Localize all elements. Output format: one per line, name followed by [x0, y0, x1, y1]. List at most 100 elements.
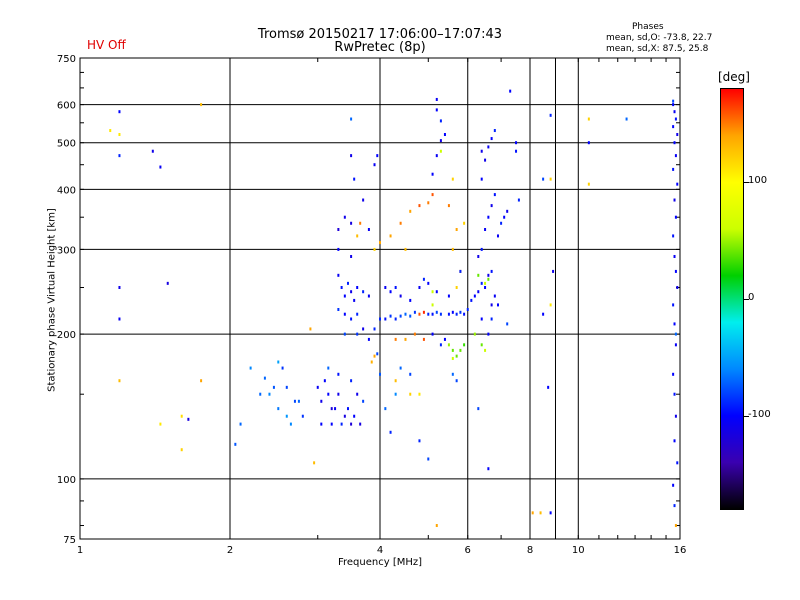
data-point	[343, 294, 346, 298]
data-point	[359, 221, 362, 225]
data-point	[542, 177, 545, 181]
x-tick-label: 2	[227, 545, 233, 556]
data-point	[427, 312, 430, 316]
data-point	[673, 141, 676, 145]
data-point	[367, 227, 370, 231]
data-point	[343, 332, 346, 336]
data-point	[422, 337, 425, 341]
data-point	[625, 117, 628, 121]
data-point	[676, 461, 679, 465]
data-point	[493, 193, 496, 197]
data-point	[285, 414, 288, 418]
data-point	[463, 221, 466, 225]
data-point	[259, 392, 262, 396]
data-point	[337, 227, 340, 231]
x-tick-label: 16	[674, 545, 687, 556]
y-tick-label: 500	[57, 139, 76, 150]
data-point	[487, 273, 490, 277]
data-point	[503, 215, 506, 219]
data-point	[515, 141, 518, 145]
data-point	[316, 385, 319, 389]
data-point	[431, 172, 434, 176]
data-point	[447, 204, 450, 208]
data-point	[439, 149, 442, 153]
data-point	[439, 312, 442, 316]
data-point	[431, 290, 434, 294]
data-point	[674, 343, 677, 347]
data-point	[477, 254, 480, 258]
data-point	[490, 317, 493, 321]
data-point	[672, 125, 675, 129]
data-point	[277, 360, 280, 364]
data-point	[672, 483, 675, 487]
data-point	[384, 407, 387, 411]
data-point	[418, 312, 421, 316]
data-point	[418, 204, 421, 208]
data-point	[487, 467, 490, 471]
data-point	[493, 129, 496, 133]
data-point	[350, 221, 353, 225]
data-point	[672, 103, 675, 107]
y-tick-label: 100	[57, 475, 76, 486]
data-point	[455, 285, 458, 289]
data-point	[477, 273, 480, 277]
data-point	[399, 221, 402, 225]
data-point	[118, 317, 121, 321]
data-point	[459, 348, 462, 352]
data-point	[477, 407, 480, 411]
data-point	[422, 277, 425, 281]
data-point	[289, 422, 292, 426]
data-point	[547, 385, 550, 389]
data-point	[297, 399, 300, 403]
data-point	[443, 133, 446, 137]
data-point	[435, 97, 438, 101]
data-point	[480, 317, 483, 321]
data-point	[672, 372, 675, 376]
data-point	[427, 201, 430, 205]
data-point	[487, 277, 490, 281]
data-point	[200, 103, 203, 107]
data-point	[493, 294, 496, 298]
data-point	[404, 312, 407, 316]
data-point	[490, 269, 493, 273]
data-point	[413, 310, 416, 314]
data-point	[673, 322, 676, 326]
data-point	[118, 110, 121, 114]
data-point	[477, 290, 480, 294]
chart-title: Tromsø 20150217 17:06:00–17:07:43	[257, 27, 503, 42]
data-point	[394, 379, 397, 383]
data-point	[362, 290, 365, 294]
data-point	[353, 414, 356, 418]
phase-stats-o-mode: mean, sd,O: -73.8, 22.7	[606, 33, 713, 43]
data-point	[480, 343, 483, 347]
y-axis-label: Stationary phase Virtual Height [km]	[46, 208, 58, 392]
data-point	[394, 392, 397, 396]
data-point	[337, 247, 340, 251]
data-point	[337, 273, 340, 277]
data-point	[166, 281, 169, 285]
data-point	[277, 407, 280, 411]
colorbar-tick-label: -100	[748, 409, 771, 421]
data-point	[399, 314, 402, 318]
x-tick-label: 6	[465, 545, 471, 556]
data-point	[480, 281, 483, 285]
data-point	[484, 227, 487, 231]
data-point	[673, 439, 676, 443]
data-point	[451, 372, 454, 376]
data-point	[180, 448, 183, 452]
data-point	[673, 392, 676, 396]
data-point	[587, 182, 590, 186]
x-tick-label: 4	[377, 545, 383, 556]
data-point	[320, 399, 323, 403]
data-point	[674, 524, 677, 528]
data-point	[676, 285, 679, 289]
data-point	[350, 290, 353, 294]
data-point	[459, 310, 462, 314]
data-point	[455, 379, 458, 383]
data-point	[509, 89, 512, 93]
data-point	[435, 154, 438, 158]
y-tick-label: 200	[57, 330, 76, 341]
data-point	[272, 385, 275, 389]
data-point	[118, 285, 121, 289]
data-point	[356, 285, 359, 289]
